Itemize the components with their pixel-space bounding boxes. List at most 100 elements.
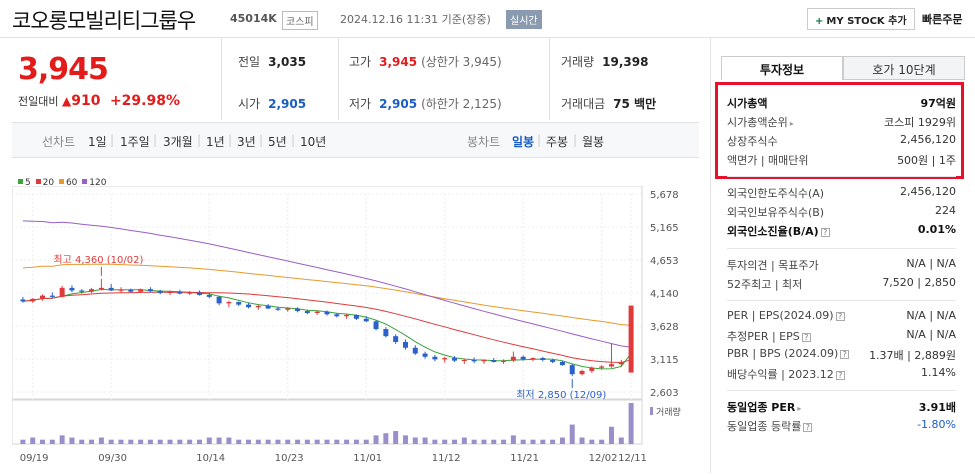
candle-body: [569, 365, 575, 375]
stat-prev: 전일 3,035: [238, 53, 306, 70]
legend-label: 5: [25, 178, 31, 188]
legend-swatch: [18, 179, 23, 184]
candle-body: [501, 360, 507, 362]
divider: [338, 38, 339, 120]
tab-3y[interactable]: 3년: [237, 135, 256, 149]
x-tick-label: 10/23: [275, 453, 304, 464]
candle-body: [540, 358, 546, 360]
add-mystock-button[interactable]: + MY STOCK 추가: [807, 8, 915, 30]
candle-body: [128, 289, 134, 292]
x-tick-label: 09/19: [20, 453, 49, 464]
info-label: 배당수익률 | 2023.12: [727, 368, 834, 381]
candle-body: [49, 295, 55, 297]
candle-body: [608, 364, 614, 367]
volume-bar: [383, 433, 389, 444]
tab-1d[interactable]: 1일: [88, 135, 107, 149]
help-icon[interactable]: ?: [820, 227, 830, 237]
candle-body: [246, 304, 252, 308]
ma-legend: 5 20 60 120: [16, 178, 106, 188]
help-icon[interactable]: ?: [803, 422, 813, 432]
legend-label: 120: [89, 178, 107, 188]
volume-bar: [334, 439, 340, 444]
info-value: -1.80%: [917, 418, 956, 431]
candle-body: [226, 302, 232, 304]
stat-open: 시가 2,905: [238, 95, 306, 112]
info-row: 외국인소진율(B/A)? 0.01%: [727, 223, 956, 239]
info-row: PER | EPS(2024.09)? N/A | N/A: [727, 309, 956, 322]
timestamp: 2024.12.16 11:31 기준(장중): [340, 13, 491, 26]
volume-bar: [579, 437, 585, 444]
volume-bar: [481, 439, 487, 444]
volume-bar: [275, 439, 281, 444]
info-label: 상장주식수: [727, 135, 778, 148]
volume-bar: [79, 439, 85, 444]
candle-body: [510, 356, 516, 361]
tab-1w[interactable]: 1주일: [120, 135, 150, 149]
candle-body: [89, 289, 95, 292]
divider: [727, 248, 956, 249]
volume-bar: [442, 439, 448, 444]
volume-bar: [98, 437, 104, 444]
divider: |: [573, 133, 578, 147]
candle-body: [432, 356, 438, 360]
help-icon[interactable]: ?: [835, 370, 845, 380]
volume-bar: [393, 431, 399, 444]
info-label: 시가총액순위: [727, 116, 788, 129]
panel-tabs: 투자정보 호가 10단계: [721, 56, 966, 80]
info-label: 투자의견 | 목표주가: [727, 259, 819, 272]
tab-weekly[interactable]: 주봉: [546, 135, 569, 149]
x-tick-label: 12/11: [618, 453, 647, 464]
candle-body: [275, 308, 281, 310]
help-icon[interactable]: ?: [801, 332, 811, 342]
legend-swatch: [58, 179, 64, 184]
volume-bar: [89, 439, 95, 444]
candle-body: [579, 370, 585, 375]
caret-icon[interactable]: ▸: [789, 119, 794, 128]
volume-bar: [402, 435, 408, 444]
candle-chart-label: 봉차트: [467, 135, 501, 149]
info-row: 액면가 | 매매단위 500원 | 1주: [727, 152, 956, 168]
candle-body: [461, 359, 467, 361]
info-value: 97억원: [920, 97, 956, 110]
tab-1y[interactable]: 1년: [206, 135, 225, 149]
info-label: 52주최고 | 최저: [727, 278, 803, 291]
candle-body: [471, 359, 477, 362]
stat-high: 고가 3,945 (상한가 3,945): [349, 53, 502, 70]
divider: |: [291, 133, 296, 147]
help-icon[interactable]: ?: [840, 349, 850, 359]
candle-body: [383, 329, 389, 337]
volume-bar: [187, 439, 193, 444]
quick-order-button[interactable]: 빠른주문: [922, 13, 963, 26]
tab-investment-info[interactable]: 투자정보: [721, 56, 843, 80]
divider: |: [537, 133, 542, 147]
tab-10y[interactable]: 10년: [300, 135, 327, 149]
candle-body: [334, 314, 340, 317]
tab-daily[interactable]: 일봉: [512, 135, 535, 149]
help-icon[interactable]: ?: [835, 311, 845, 321]
highlight-box: [715, 82, 964, 179]
tab-5y[interactable]: 5년: [268, 135, 287, 149]
candle-body: [98, 287, 104, 290]
tab-3m[interactable]: 3개월: [163, 135, 193, 149]
volume-bar: [314, 439, 320, 444]
candle-body: [236, 302, 242, 305]
candle-chart-svg[interactable]: 5,678 5,165 4,653 4,140 3,628 3,115 2,603 09/19…: [11, 185, 702, 473]
volume-bar: [167, 439, 173, 444]
info-label: 외국인한도주식수(A): [727, 187, 825, 200]
candle-body: [265, 305, 271, 309]
info-value: 3.91배: [918, 401, 956, 414]
tab-monthly[interactable]: 월봉: [582, 135, 605, 149]
info-row: PBR | BPS (2024.09)? 1.37배 | 2,889원: [727, 347, 956, 362]
stock-chart[interactable]: 5,678 5,165 4,653 4,140 3,628 3,115 2,603 09/19…: [11, 185, 702, 473]
tab-order-book[interactable]: 호가 10단계: [843, 56, 965, 80]
y-tick-label: 2,603: [650, 388, 679, 399]
realtime-badge[interactable]: 실시간: [506, 10, 542, 29]
caret-icon[interactable]: ▸: [797, 404, 802, 413]
volume-bar: [422, 437, 428, 444]
stat-low-label: 저가: [349, 97, 372, 111]
volume-bar: [108, 439, 114, 444]
info-label: PER | EPS(2024.09): [727, 309, 834, 322]
volume-bar: [206, 437, 212, 444]
divider: |: [228, 133, 233, 147]
info-value: 7,520 | 2,850: [882, 276, 956, 289]
